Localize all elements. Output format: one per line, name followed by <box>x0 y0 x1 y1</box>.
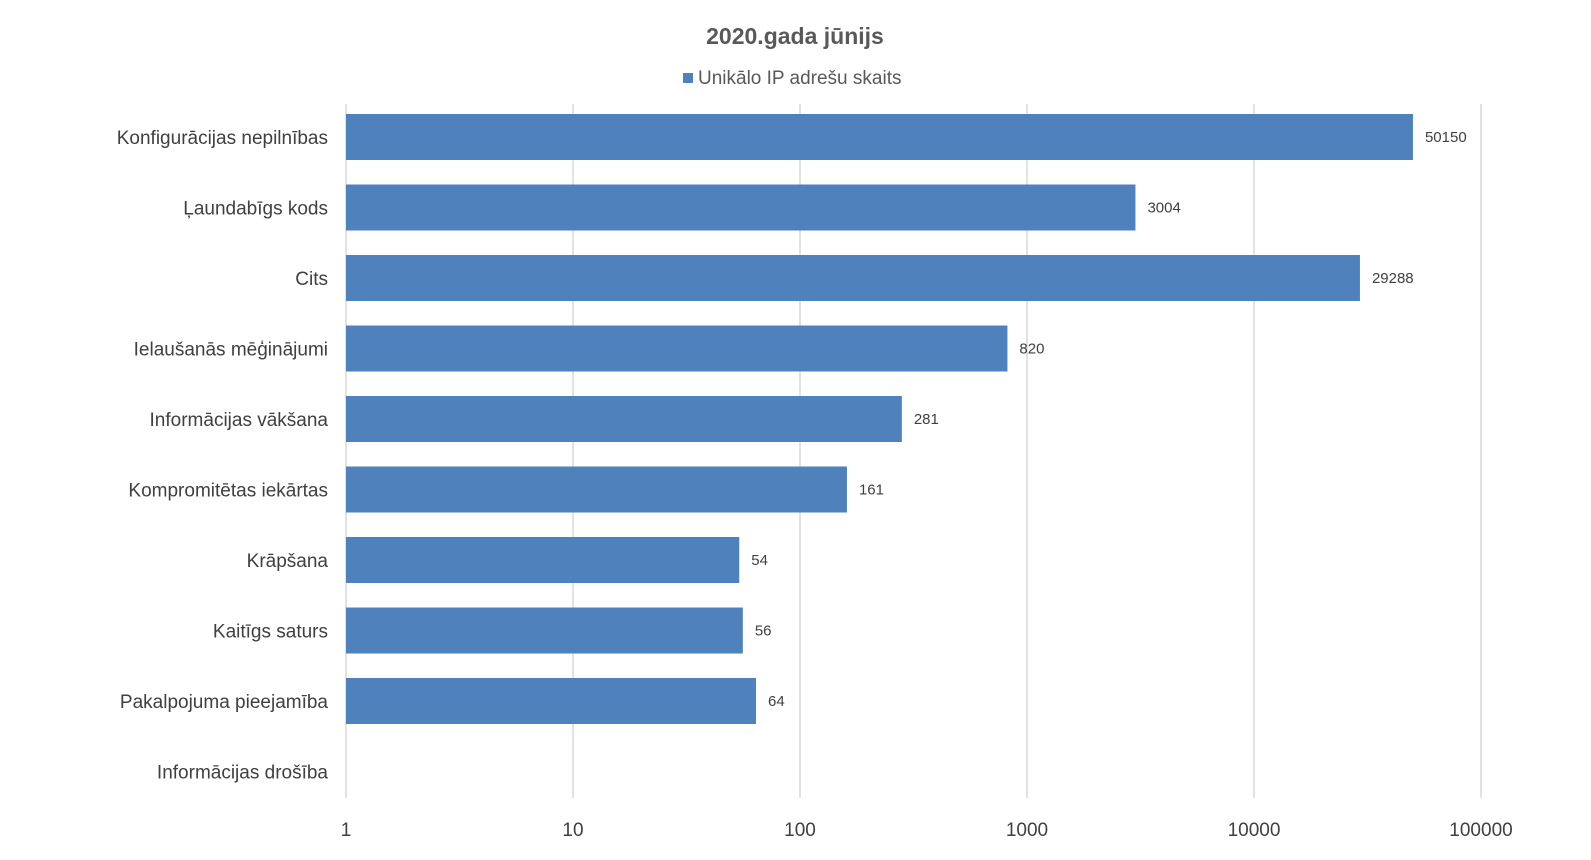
x-tick-label: 100 <box>784 820 816 841</box>
x-tick-label: 1000 <box>1006 820 1048 841</box>
bar <box>346 325 1008 372</box>
category-label: Ļaundabīgs kods <box>183 199 328 220</box>
x-axis-ticks: 1 10 100 1000 10000 100000 <box>341 820 1513 841</box>
data-label: 3004 <box>1147 200 1180 217</box>
legend-label: Unikālo IP adrešu skaits <box>698 68 901 89</box>
data-label: 29288 <box>1372 270 1414 287</box>
bars <box>346 114 1413 724</box>
bar <box>346 255 1360 301</box>
bar <box>346 466 847 513</box>
data-label: 820 <box>1019 341 1044 358</box>
chart-title: 2020.gada jūnijs <box>706 23 884 49</box>
category-label: Informācijas drošība <box>157 763 329 784</box>
category-label: Kompromitētas iekārtas <box>128 481 328 502</box>
category-label: Krāpšana <box>247 551 329 572</box>
category-label: Konfigurācijas nepilnības <box>117 128 328 149</box>
legend-swatch <box>683 73 693 83</box>
data-label: 50150 <box>1425 129 1467 146</box>
x-tick-label: 100000 <box>1449 820 1512 841</box>
data-labels: 50150 3004 29288 820 281 161 54 56 64 <box>751 129 1466 710</box>
legend: Unikālo IP adrešu skaits <box>683 68 901 89</box>
bar <box>346 396 902 442</box>
data-label: 56 <box>755 623 772 640</box>
category-label: Pakalpojuma pieejamība <box>120 692 329 713</box>
x-tick-label: 1 <box>341 820 352 841</box>
bar <box>346 607 743 654</box>
data-label: 281 <box>914 411 939 428</box>
category-labels: Konfigurācijas nepilnības Ļaundabīgs kods… <box>117 128 329 784</box>
x-tick-label: 10000 <box>1228 820 1281 841</box>
bar <box>346 537 740 583</box>
category-label: Cits <box>295 269 328 290</box>
bar <box>346 678 757 724</box>
category-label: Kaitīgs saturs <box>213 622 328 643</box>
category-label: Informācijas vākšana <box>150 410 329 431</box>
data-label: 161 <box>859 482 884 499</box>
data-label: 64 <box>768 693 785 710</box>
category-label: Ielaušanās mēģinājumi <box>134 340 328 361</box>
x-tick-label: 10 <box>562 820 583 841</box>
bar <box>346 114 1413 160</box>
bar <box>346 184 1136 231</box>
data-label: 54 <box>751 552 768 569</box>
